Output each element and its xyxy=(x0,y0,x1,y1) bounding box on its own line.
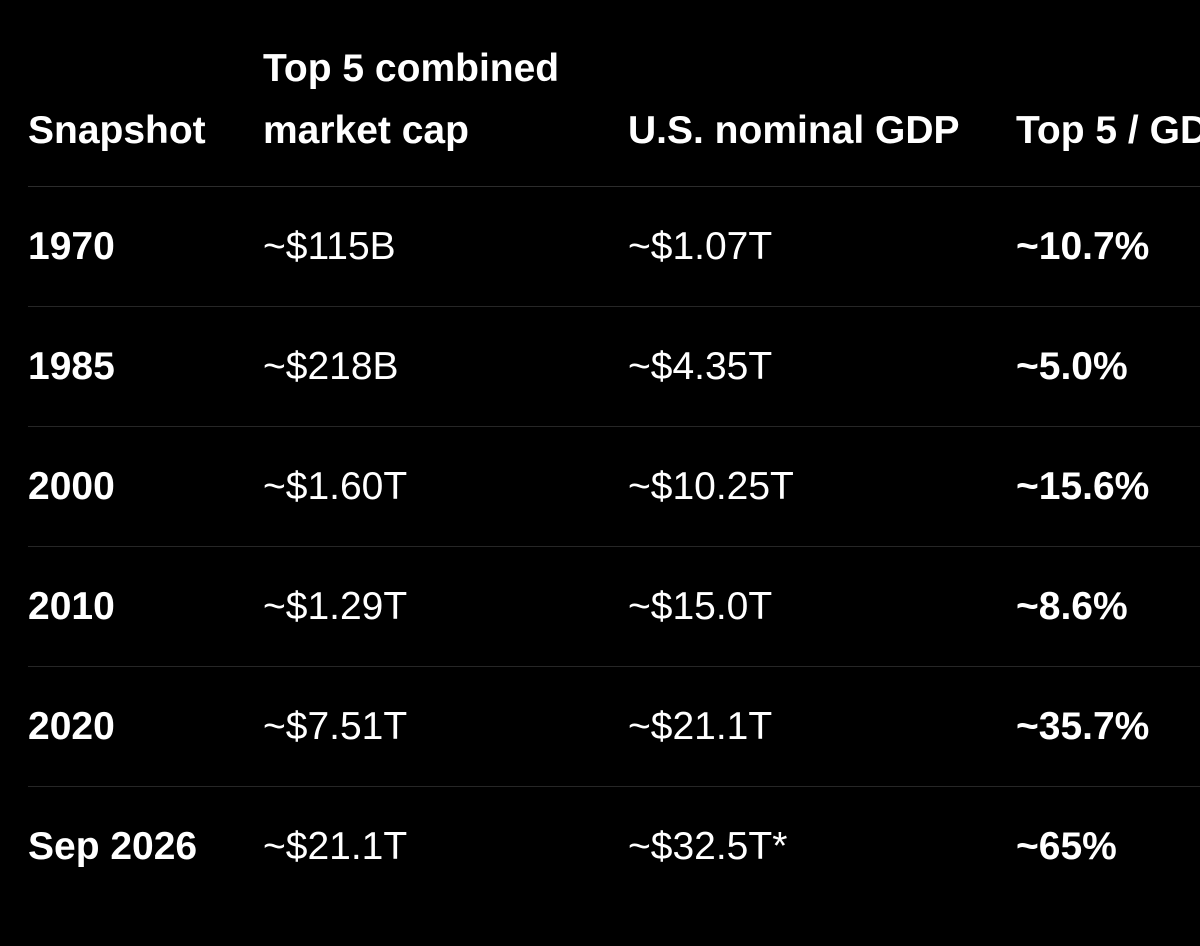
cell-market-cap: ~$1.60T xyxy=(263,426,628,547)
cell-gdp: ~$1.07T xyxy=(628,186,1016,307)
table-body: 1970 ~$115B ~$1.07T ~10.7% 1985 ~$218B ~… xyxy=(28,186,1200,907)
header-snapshot: Snapshot xyxy=(28,38,263,187)
cell-snapshot: 2010 xyxy=(28,546,263,667)
cell-snapshot: 1985 xyxy=(28,306,263,427)
cell-ratio: ~8.6% xyxy=(1016,546,1200,667)
cell-snapshot: Sep 2026 xyxy=(28,824,198,868)
cell-snapshot: 1970 xyxy=(28,186,263,307)
header-market-cap-label: Top 5 combined market cap xyxy=(263,47,560,152)
cell-market-cap: ~$115B xyxy=(263,186,628,307)
cell-ratio: ~65% xyxy=(1016,824,1117,868)
cell-ratio: ~15.6% xyxy=(1016,426,1200,547)
market-cap-gdp-table: Snapshot Top 5 combined market cap U.S. … xyxy=(28,38,1200,906)
table-row: 2010 ~$1.29T ~$15.0T ~8.6% xyxy=(28,546,1200,667)
header-row: Snapshot Top 5 combined market cap U.S. … xyxy=(28,38,1200,187)
header-market-cap: Top 5 combined market cap xyxy=(263,38,628,187)
table-row: 1970 ~$115B ~$1.07T ~10.7% xyxy=(28,186,1200,307)
header-ratio: Top 5 / GD xyxy=(1016,38,1200,187)
table-row: 2020 ~$7.51T ~$21.1T ~35.7% xyxy=(28,666,1200,787)
cell-market-cap: ~$7.51T xyxy=(263,666,628,787)
cell-gdp: ~$4.35T xyxy=(628,306,1016,427)
cell-market-cap: ~$1.29T xyxy=(263,546,628,667)
cell-gdp: ~$10.25T xyxy=(628,426,1016,547)
cell-market-cap: ~$21.1T xyxy=(263,824,408,868)
cell-ratio: ~10.7% xyxy=(1016,186,1200,307)
table-row: 1985 ~$218B ~$4.35T ~5.0% xyxy=(28,306,1200,427)
cell-gdp: ~$15.0T xyxy=(628,546,1016,667)
cell-gdp: ~$21.1T xyxy=(628,666,1016,787)
table-header: Snapshot Top 5 combined market cap U.S. … xyxy=(28,38,1200,187)
cell-ratio: ~5.0% xyxy=(1016,306,1200,427)
table-row: 2000 ~$1.60T ~$10.25T ~15.6% xyxy=(28,426,1200,547)
cell-market-cap: ~$218B xyxy=(263,306,628,427)
cell-snapshot: 2020 xyxy=(28,666,263,787)
header-gdp: U.S. nominal GDP xyxy=(628,38,1016,187)
cell-ratio: ~35.7% xyxy=(1016,666,1200,787)
cell-snapshot: 2000 xyxy=(28,426,263,547)
cell-gdp: ~$32.5T* xyxy=(628,824,788,868)
table-row: Sep 2026 ~$21.1T ~$32.5T* ~65% xyxy=(28,787,1200,907)
